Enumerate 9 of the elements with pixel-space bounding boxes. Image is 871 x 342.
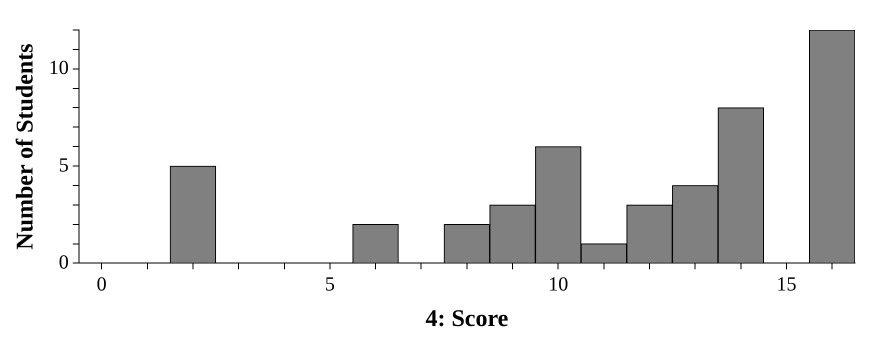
y-tick-label: 10 <box>48 57 69 80</box>
x-tick-label: 10 <box>548 273 568 296</box>
y-tick-label: 0 <box>58 251 69 274</box>
x-axis-title: 4: Score <box>425 306 509 332</box>
x-tick-label: 15 <box>776 273 797 296</box>
x-tick-label: 0 <box>96 273 107 296</box>
x-tick-label: 5 <box>324 273 335 296</box>
y-axis-title: Number of Students <box>12 43 39 250</box>
y-tick-label: 5 <box>58 154 69 176</box>
